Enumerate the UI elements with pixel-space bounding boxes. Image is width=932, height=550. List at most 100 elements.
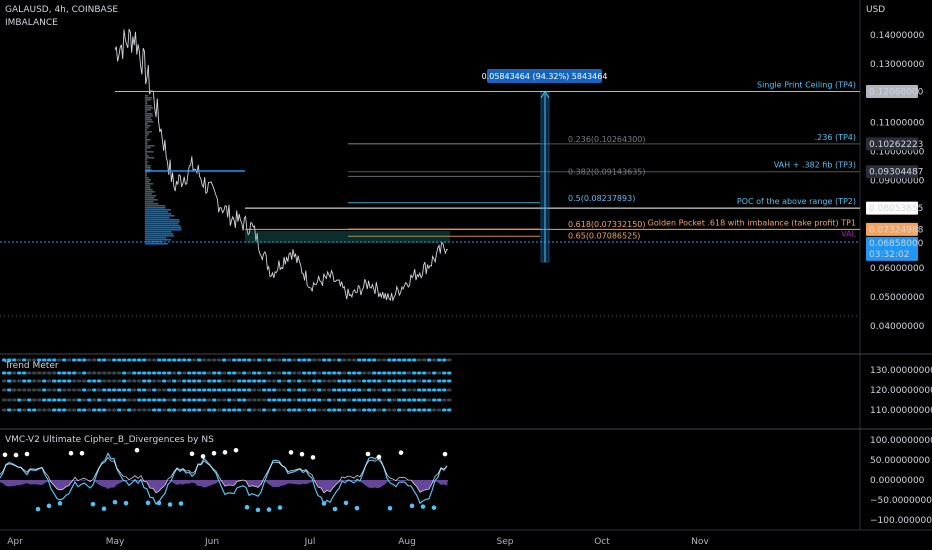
trend-meter-dot: [37, 409, 42, 412]
trend-meter-dot: [52, 380, 57, 383]
trend-meter-dot: [72, 409, 77, 412]
trend-meter-dot: [262, 389, 267, 392]
trend-meter-dot: [47, 399, 52, 402]
trend-meter-dot: [407, 359, 412, 362]
trend-meter-dot: [62, 359, 67, 362]
trend-meter-dot: [292, 380, 297, 383]
trend-meter-dot: [297, 372, 302, 375]
fib-label: 0.382(0.09143635): [568, 167, 646, 176]
trend-meter-dot: [282, 389, 287, 392]
symbol-title: GALAUSD, 4h, COINBASE: [5, 5, 118, 15]
volume-profile-bar: [145, 201, 154, 203]
trend-meter-dot: [412, 389, 417, 392]
imbalance-zone[interactable]: [245, 231, 450, 243]
trend-meter-dot: [272, 389, 277, 392]
trend-meter-dot: [307, 409, 312, 412]
trend-meter-dot: [307, 372, 312, 375]
volume-profile-bar: [145, 127, 149, 129]
trend-meter-dot: [267, 399, 272, 402]
trend-meter-dot: [257, 389, 262, 392]
trend-meter-dot: [362, 380, 367, 383]
trend-meter-dot: [247, 389, 252, 392]
signal-dot: [245, 505, 250, 510]
trend-meter-dot: [12, 359, 17, 362]
price-axis[interactable]: 0.14000000 0.13000000 0.11000000 0.10000000…: [866, 31, 925, 332]
trend-meter-dot: [382, 399, 387, 402]
trend-meter-dot: [427, 372, 432, 375]
trend-meter-dot: [407, 409, 412, 412]
trend-meter-dot: [447, 399, 452, 402]
signal-dot: [421, 504, 426, 509]
trend-meter-dot: [247, 372, 252, 375]
volume-profile-bar: [145, 173, 147, 175]
trend-meter-dot: [437, 359, 442, 362]
trend-meter-dot: [62, 372, 67, 375]
trend-meter-dot: [252, 380, 257, 383]
signal-dot: [333, 507, 338, 512]
trend-meter-dot: [112, 359, 117, 362]
trend-meter-dot: [432, 380, 437, 383]
trend-meter-dot: [32, 372, 37, 375]
cipher-b-pane[interactable]: VMC-V2 Ultimate Cipher_B_Divergences by …: [0, 435, 932, 526]
trend-meter-dot: [192, 409, 197, 412]
trend-meter-dot: [442, 372, 447, 375]
main-price-pane[interactable]: [115, 29, 448, 300]
trend-meter-dot: [377, 409, 382, 412]
trend-meter-dot: [177, 399, 182, 402]
trend-meter-dot: [107, 380, 112, 383]
volume-profile-bar: [145, 237, 166, 239]
trend-meter-dot: [42, 399, 47, 402]
trend-meter-dot: [97, 399, 102, 402]
time-axis[interactable]: Apr May Jun Jul Aug Sep Oct Nov: [7, 537, 709, 547]
trend-meter-dot: [212, 372, 217, 375]
trend-meter-dot: [122, 409, 127, 412]
trend-meter-dot: [312, 399, 317, 402]
trend-meter-dot: [182, 380, 187, 383]
trend-tick: 110.00000000: [870, 406, 932, 416]
trend-meter-dot: [92, 389, 97, 392]
trend-meter-dot: [77, 399, 82, 402]
trend-meter-dot: [97, 409, 102, 412]
trend-meter-dot: [397, 399, 402, 402]
volume-profile-bar: [145, 175, 147, 177]
trend-meter-dot: [337, 409, 342, 412]
trend-meter-dot: [377, 399, 382, 402]
trend-meter-dot: [292, 399, 297, 402]
volume-profile-bar: [145, 207, 166, 209]
trend-meter-dot: [132, 372, 137, 375]
bar-countdown: 03:32:02: [869, 250, 909, 260]
trend-meter-dot: [42, 389, 47, 392]
trend-meter-dot: [87, 389, 92, 392]
trend-meter-dot: [107, 389, 112, 392]
trend-meter-dot: [162, 399, 167, 402]
volume-profile-bar: [145, 111, 147, 113]
price-series-line[interactable]: [115, 29, 448, 300]
volume-profile-bar: [145, 149, 147, 151]
trend-meter-dot: [442, 399, 447, 402]
signal-dot: [69, 451, 74, 456]
drawings-overlay[interactable]: 0.236(0.10264300) 0.382(0.09143635) 0.5(0.…: [0, 69, 860, 316]
trend-meter-dot: [397, 372, 402, 375]
trend-meter-dot: [407, 380, 412, 383]
trend-meter-dot: [162, 409, 167, 412]
trend-meter-dot: [372, 359, 377, 362]
trend-meter-dot: [432, 389, 437, 392]
trend-meter-dot: [442, 359, 447, 362]
price-tick: 0.14000000: [870, 31, 925, 41]
trend-meter-dot: [172, 409, 177, 412]
trend-meter-dot: [227, 389, 232, 392]
trend-meter-dot: [312, 380, 317, 383]
trend-meter-dot: [117, 359, 122, 362]
volume-profile-bar: [145, 109, 151, 111]
trend-meter-pane[interactable]: Trend Meter 130.00000000 120.00000000 110.…: [2, 359, 932, 417]
trend-meter-dot: [367, 399, 372, 402]
trend-meter-dot: [162, 359, 167, 362]
trend-meter-dot: [87, 380, 92, 383]
signal-dot: [124, 501, 129, 506]
trend-meter-dot: [277, 389, 282, 392]
price-label: 0.08053855: [869, 204, 923, 214]
volume-profile-bar: [145, 217, 170, 219]
trend-meter-dot: [382, 372, 387, 375]
trend-meter-dot: [77, 380, 82, 383]
